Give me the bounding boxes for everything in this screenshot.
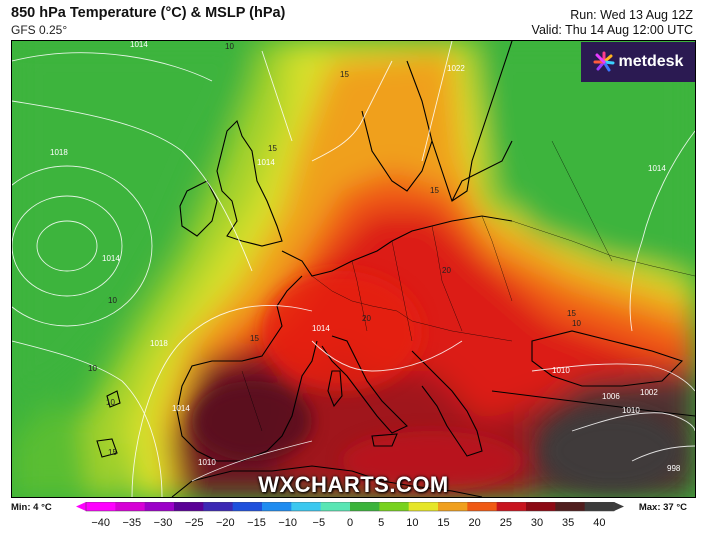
color-scale-segment xyxy=(379,502,410,511)
color-scale-segment xyxy=(320,502,351,511)
scale-tick-label: 25 xyxy=(499,517,512,529)
isobar-label: 1002 xyxy=(640,388,658,397)
color-scale-segment xyxy=(115,502,146,511)
isobar-label: 1014 xyxy=(648,164,666,173)
heat-core xyxy=(192,271,682,491)
scale-tick-label: −25 xyxy=(184,517,204,529)
scale-tick-label: 5 xyxy=(378,517,385,529)
scale-tick-label: −10 xyxy=(278,517,297,529)
isobar-label: 1006 xyxy=(602,392,620,401)
isobar-label: 15 xyxy=(430,186,439,195)
color-scale-segment xyxy=(262,502,292,511)
color-scale-segment xyxy=(203,502,234,511)
color-scale-segment xyxy=(496,502,527,511)
scale-tick-label: 30 xyxy=(530,517,544,529)
color-scale-segment xyxy=(584,502,615,511)
color-scale-segment xyxy=(350,502,380,511)
scale-tick-label: −5 xyxy=(312,517,326,529)
color-scale-segment xyxy=(232,502,263,511)
color-scale-segment xyxy=(555,502,586,511)
color-scale-segment xyxy=(291,502,322,511)
isobar-label: 10 xyxy=(108,296,117,305)
isobar-label: 10 xyxy=(106,398,115,407)
isobar-label: 15 xyxy=(108,448,117,457)
isobars xyxy=(12,41,695,497)
scale-tick-label: 15 xyxy=(437,517,450,529)
scale-tick-label: −20 xyxy=(215,517,235,529)
scale-tick-label: 10 xyxy=(406,517,419,529)
valid-time: Valid: Thu 14 Aug 12:00 UTC xyxy=(531,23,693,37)
max-value-label: Max: 37 °C xyxy=(638,502,687,513)
isobar-label: 998 xyxy=(667,464,681,473)
color-scale-segment xyxy=(438,502,468,511)
isobar-label: 15 xyxy=(567,309,576,318)
scale-tick-label: 0 xyxy=(346,517,354,529)
scale-tick-label: 35 xyxy=(562,517,575,529)
isobar-label: 10 xyxy=(225,42,234,51)
metdesk-logo-text: metdesk xyxy=(618,53,684,70)
color-scale-legend: Min: 4 °C −40 −35 −30 −25 −20 −15 −10 −5 0 5 10 15 2… xyxy=(0,496,705,540)
temperature-shading xyxy=(12,41,695,497)
metdesk-logo-icon xyxy=(593,51,615,72)
chart-title: 850 hPa Temperature (°C) & MSLP (hPa) xyxy=(11,5,286,21)
scale-outline xyxy=(85,502,615,512)
coastlines xyxy=(96,41,695,497)
isobar-label: 1014 xyxy=(130,41,148,49)
color-scale-segment xyxy=(174,502,204,511)
scale-left-arrow xyxy=(76,502,86,511)
isobar-label: 1010 xyxy=(198,458,216,467)
wxcharts-watermark: WXCHARTS.COM xyxy=(258,472,449,497)
isobar-label: 10 xyxy=(88,364,97,373)
map-canvas: 1014 10 15 1018 1014 15 1022 1014 15 10 … xyxy=(12,41,695,497)
scale-right-arrow xyxy=(614,502,624,511)
isobar-label: 1022 xyxy=(447,64,465,73)
metdesk-logo[interactable]: metdesk xyxy=(581,42,695,82)
isobar-label: 10 xyxy=(572,319,581,328)
color-scale-segment xyxy=(526,502,556,511)
isobar-label: 15 xyxy=(268,144,277,153)
isobar-label: 15 xyxy=(340,70,349,79)
min-value-label: Min: 4 °C xyxy=(11,502,52,513)
scale-tick-label: 20 xyxy=(468,517,481,529)
isobar-label: 1018 xyxy=(150,339,168,348)
isobar-label: 20 xyxy=(442,266,451,275)
scale-tick-label: −35 xyxy=(122,517,142,529)
color-scale-segment xyxy=(408,502,439,511)
isobar-label: 15 xyxy=(250,334,259,343)
chart-header: 850 hPa Temperature (°C) & MSLP (hPa) GF… xyxy=(0,0,705,40)
color-scale-segment xyxy=(86,502,116,511)
run-time: Run: Wed 13 Aug 12Z xyxy=(570,8,693,22)
isobar-label: 1018 xyxy=(50,148,68,157)
country-borders xyxy=(241,140,695,432)
isobar-label: 1014 xyxy=(102,254,120,263)
scale-tick-label: 40 xyxy=(593,517,606,529)
isobar-label: 1014 xyxy=(257,158,275,167)
color-scale-segment xyxy=(144,502,175,511)
isobar-label: 20 xyxy=(362,314,371,323)
isobar-labels: 1014 10 15 1018 1014 15 1022 1014 15 10 … xyxy=(50,41,681,473)
scale-tick-label: −15 xyxy=(247,517,266,529)
color-scale-bar xyxy=(76,502,624,512)
weather-map[interactable]: 1014 10 15 1018 1014 15 1022 1014 15 10 … xyxy=(11,40,696,498)
scale-tick-label: −30 xyxy=(153,517,173,529)
model-label: GFS 0.25° xyxy=(11,23,68,37)
isobar-label: 1010 xyxy=(552,366,570,375)
isobar-label: 1014 xyxy=(172,404,190,413)
isobar-label: 1010 xyxy=(622,406,640,415)
color-scale-segment xyxy=(467,502,498,511)
isobar-label: 1014 xyxy=(312,324,330,333)
scale-tick-label: −40 xyxy=(91,517,110,529)
